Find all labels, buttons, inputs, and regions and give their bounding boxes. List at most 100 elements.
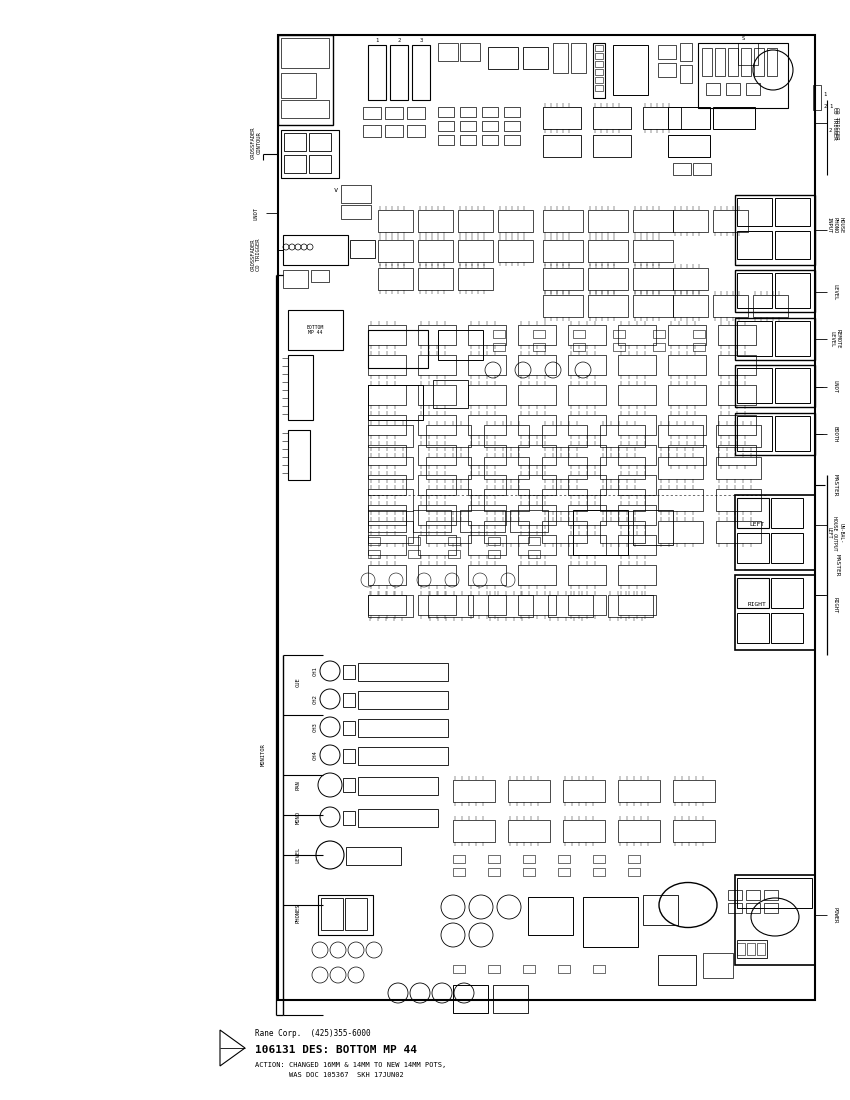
Bar [618,780,660,802]
Bar [488,47,518,69]
Bar [358,663,448,681]
Bar [673,268,708,290]
Bar [595,77,603,82]
Bar [523,47,548,69]
Bar [713,210,748,232]
Bar [488,965,500,974]
Bar [418,240,453,262]
Bar [438,121,454,131]
Bar [368,425,413,447]
Bar [775,416,810,451]
Bar [518,475,556,495]
Bar [358,777,438,795]
Bar [482,121,498,131]
Bar [488,537,500,544]
Bar [368,415,406,434]
Text: v: v [334,187,338,192]
Bar [593,965,605,974]
Bar [608,595,653,617]
Bar [518,505,556,525]
Bar [618,355,656,375]
Bar [568,565,606,585]
Bar [345,898,367,929]
Bar [407,107,425,119]
Text: CH4: CH4 [313,750,318,760]
Bar [563,780,605,802]
Bar [518,355,556,375]
Bar [488,595,533,617]
Bar [542,456,587,478]
Bar [343,749,355,763]
Bar [343,720,355,735]
Bar [523,965,535,974]
Bar [523,868,535,876]
Bar [600,425,645,447]
Text: S: S [741,35,745,41]
Bar [628,868,640,876]
Bar [528,896,573,935]
Bar [588,268,628,290]
Bar [746,903,760,913]
Text: REMOTE
LEVEL: REMOTE LEVEL [830,329,841,349]
Bar [418,505,456,525]
Bar [358,691,448,710]
Bar [693,330,705,338]
Bar [668,324,706,345]
Bar [368,490,413,512]
Bar [428,595,473,617]
Bar [618,385,656,405]
Bar [542,521,587,543]
Bar [498,210,533,232]
Bar [658,521,703,543]
Bar [746,890,760,900]
Bar [735,270,815,312]
Bar [288,310,343,350]
Bar [738,43,758,65]
Bar [412,45,430,100]
Bar [737,498,769,528]
Bar [341,185,371,204]
Bar [543,107,581,129]
Bar [668,385,706,405]
Bar [771,578,803,608]
Bar [737,943,745,955]
Bar [767,48,777,76]
Bar [542,425,587,447]
Bar [595,60,603,67]
Bar [413,510,451,532]
Bar [523,855,535,864]
Bar [588,295,628,317]
Bar [558,868,570,876]
Bar [385,125,403,138]
Bar [600,521,645,543]
Bar [588,240,628,262]
Bar [668,446,706,465]
Text: CD TRIGGER: CD TRIGGER [832,107,837,140]
Bar [583,896,638,947]
Bar [453,780,495,802]
Bar [407,125,425,138]
Bar [346,847,401,865]
Text: 2: 2 [829,128,832,132]
Text: POWER: POWER [832,906,837,923]
Bar [633,210,673,232]
Bar [588,210,628,232]
Bar [716,425,761,447]
Bar [504,135,520,145]
Bar [658,456,703,478]
Bar [716,456,761,478]
Bar [283,270,308,288]
Text: WAS DOC 105367  SKH 17JUN02: WAS DOC 105367 SKH 17JUN02 [255,1072,404,1078]
Text: MASTER: MASTER [835,553,840,576]
Bar [595,53,603,59]
Bar [283,235,348,265]
Bar [775,368,810,403]
Bar [668,355,706,375]
Bar [618,475,656,495]
Bar [438,330,483,360]
Bar [737,613,769,644]
Bar [573,343,585,351]
Bar [493,330,505,338]
Text: RIGHT: RIGHT [748,603,767,607]
Text: BOTTOM
MP 44: BOTTOM MP 44 [306,324,324,336]
